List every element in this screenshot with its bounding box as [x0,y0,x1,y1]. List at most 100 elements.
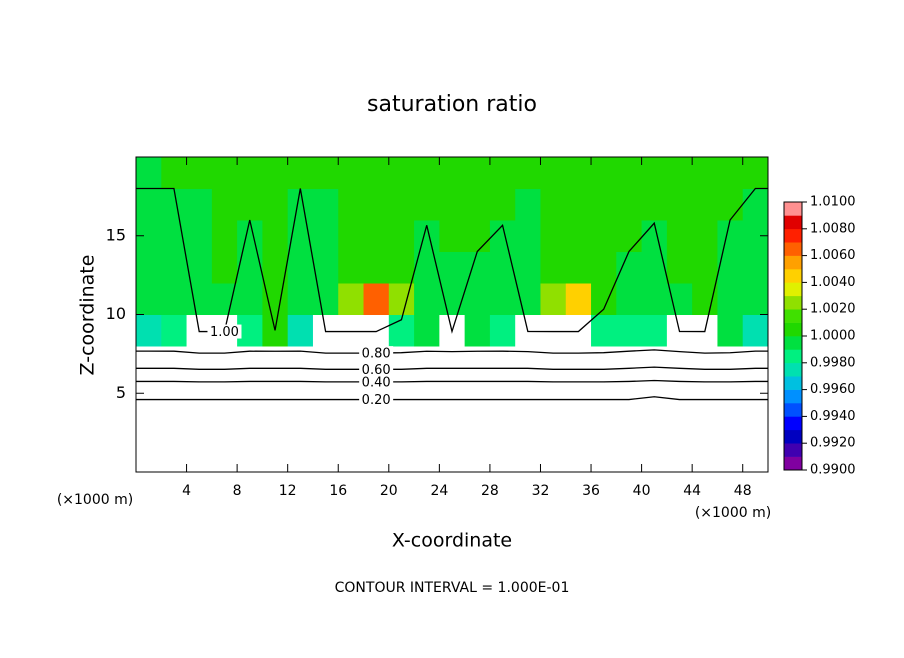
field-cell [717,220,744,252]
field-cell [237,440,263,473]
field-cell [439,251,466,284]
field-cell [692,251,718,284]
colorbar-swatch [784,429,802,444]
contour-label-bg [359,346,394,361]
colorbar-swatch [784,282,802,297]
field-cell [287,251,314,284]
field-cell [591,440,617,473]
contour-label-bg [359,374,394,389]
x-tick-label: 40 [633,483,651,499]
field-cell [666,251,693,284]
field-cell [312,283,339,315]
y-tick-label: 10 [106,304,126,323]
colorbar-label: 1.0060 [810,248,856,263]
field-cell [540,377,567,410]
field-cell [211,346,238,378]
contour-label: 0.60 [362,363,391,378]
field-cell [464,188,491,221]
field-cell [591,346,617,378]
field-cell [312,220,339,252]
field-cell [312,188,339,221]
colorbar-swatch [784,309,802,323]
field-cell [338,251,365,284]
x-tick-label: 8 [233,483,242,499]
x-axis-label: X-coordinate [392,530,512,552]
field-cell [565,377,592,410]
field-cell [186,377,213,410]
field-cell [262,283,289,315]
field-cell [237,157,263,189]
field-cell [262,220,289,252]
colorbar-swatch [784,202,802,216]
field-cell [540,220,567,252]
field-cell [489,157,516,189]
contour-line [136,396,768,401]
field-cell [439,157,466,189]
field-cell [262,157,289,189]
y-tick-label: 15 [106,225,126,244]
field-cell [641,188,668,221]
field-cell [464,377,491,410]
field-cell [186,283,213,315]
field-cell [666,409,693,441]
field-cell [439,346,466,378]
field-cell [136,440,162,473]
colorbar-label: 0.9980 [810,355,856,370]
field-cell [136,314,162,347]
x-tick-label: 24 [430,483,448,499]
colorbar-label: 1.0000 [810,329,856,344]
field-cell [565,346,592,378]
field-cell [666,188,693,221]
colorbar-swatch [784,215,802,230]
field-cell [641,157,668,189]
x-tick-label: 44 [683,483,701,499]
field-cell [136,157,162,189]
field-cell [211,377,238,410]
contour-line [136,379,768,383]
field-cell [717,283,744,315]
field-cell [540,157,567,189]
field-cell [666,283,693,315]
field-cell [692,157,718,189]
field-cell [338,220,365,252]
field-cell [186,409,213,441]
field-cell [616,377,643,410]
colorbar-label: 1.0040 [810,275,856,290]
y-tick-label: 5 [116,383,126,402]
field-cell [742,251,769,284]
field-cell [641,251,668,284]
contour-label: 0.80 [362,347,391,362]
colorbar-swatch [784,322,802,337]
field-cell [312,409,339,441]
field-cell [287,314,314,347]
field-cell [515,283,541,315]
colorbar-swatch [784,389,802,404]
field-cell [742,314,769,347]
field-cell [540,251,567,284]
field-cell [312,157,339,189]
field-cell [489,377,516,410]
field-cell [616,220,643,252]
field-cell [591,314,617,347]
field-cell [591,220,617,252]
field-cell [287,283,314,315]
field-cell [161,220,188,252]
field-cell [565,220,592,252]
field-cell [616,251,643,284]
field-cell [515,251,541,284]
field-cell [717,440,744,473]
colorbar-label: 1.0020 [810,302,856,317]
field-cell [262,409,289,441]
field-cell [515,188,541,221]
field-cell [742,283,769,315]
field-cell [692,409,718,441]
field-cell [565,157,592,189]
field-cell [439,188,466,221]
field-cell [388,188,415,221]
contour-label-bg [207,324,242,339]
field-cell [136,409,162,441]
field-cell [338,157,365,189]
field-cell [211,251,238,284]
field-cell [489,440,516,473]
